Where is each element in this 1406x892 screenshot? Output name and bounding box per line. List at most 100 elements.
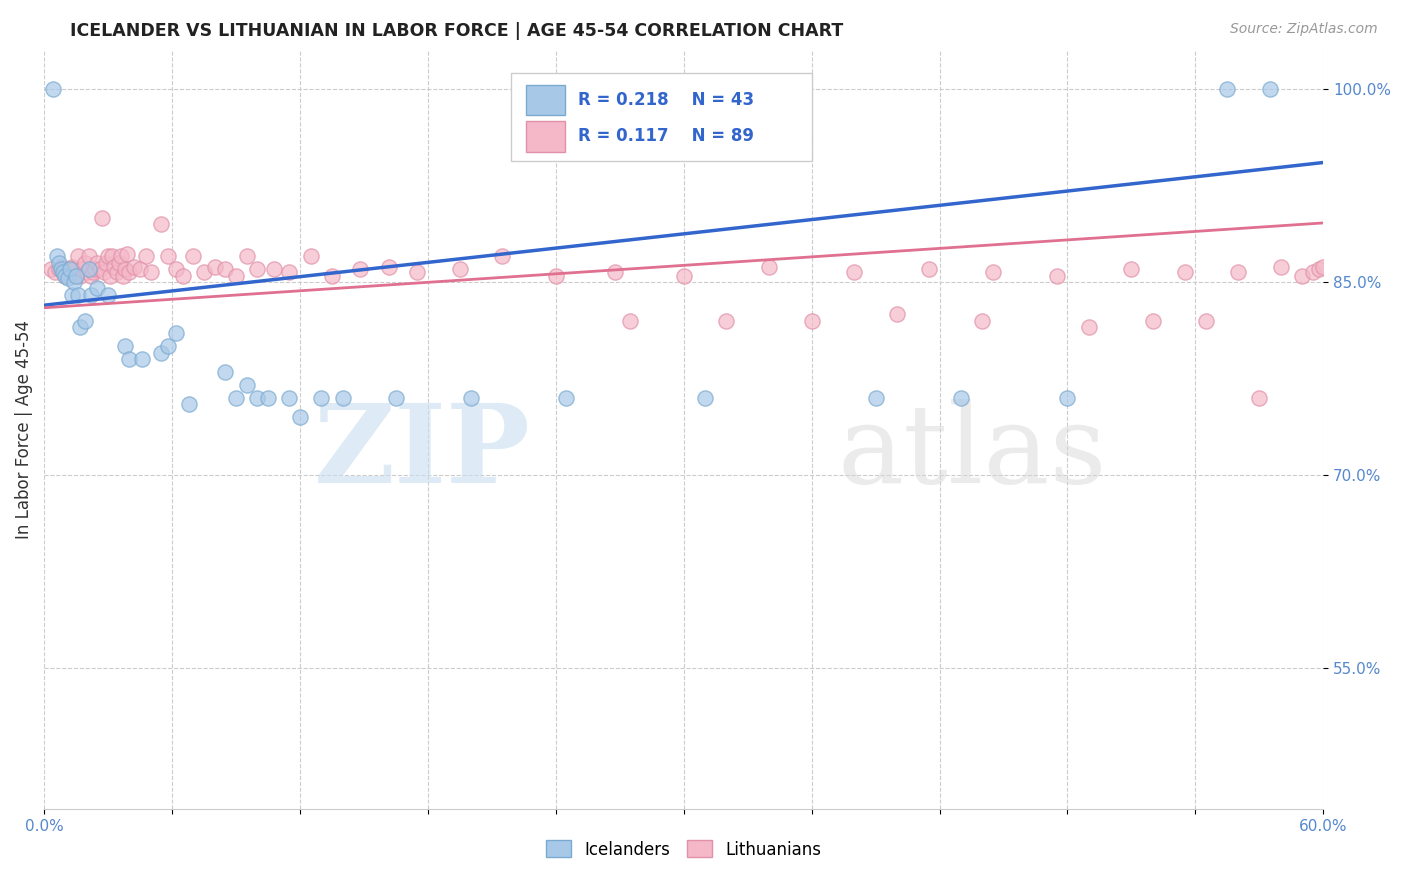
Point	[67, 249, 90, 263]
Point	[886, 307, 908, 321]
Point	[555, 391, 578, 405]
Point	[45, 249, 67, 263]
Point	[90, 211, 112, 225]
Point	[193, 265, 215, 279]
Point	[101, 249, 124, 263]
Point	[94, 256, 117, 270]
Point	[278, 391, 301, 405]
FancyBboxPatch shape	[510, 73, 811, 161]
Point	[172, 268, 194, 283]
Point	[72, 262, 94, 277]
Text: Source: ZipAtlas.com: Source: ZipAtlas.com	[1230, 22, 1378, 37]
Point	[460, 391, 482, 405]
Point	[56, 271, 79, 285]
Point	[107, 256, 129, 270]
Point	[204, 260, 226, 274]
Point	[1227, 265, 1250, 279]
Point	[1270, 260, 1292, 274]
Point	[52, 265, 75, 279]
Text: R = 0.218    N = 43: R = 0.218 N = 43	[578, 91, 754, 109]
Point	[156, 249, 179, 263]
Point	[321, 268, 343, 283]
Point	[491, 249, 513, 263]
Point	[1077, 320, 1099, 334]
Point	[865, 391, 887, 405]
Point	[1249, 391, 1271, 405]
Y-axis label: In Labor Force | Age 45-54: In Labor Force | Age 45-54	[15, 320, 32, 540]
Point	[288, 410, 311, 425]
Point	[1195, 313, 1218, 327]
Point	[60, 260, 83, 274]
Point	[1121, 262, 1143, 277]
Point	[59, 262, 82, 277]
Point	[449, 262, 471, 277]
Point	[299, 249, 322, 263]
Point	[406, 265, 429, 279]
Point	[693, 391, 716, 405]
Point	[89, 262, 111, 277]
Point	[150, 217, 173, 231]
Point	[129, 262, 152, 277]
Point	[131, 352, 153, 367]
Point	[77, 249, 100, 263]
Point	[44, 265, 66, 279]
Point	[80, 268, 103, 283]
Point	[105, 265, 128, 279]
Point	[110, 249, 132, 263]
Point	[165, 262, 187, 277]
Point	[69, 268, 91, 283]
Point	[214, 365, 236, 379]
Point	[82, 265, 104, 279]
Point	[114, 262, 136, 277]
Point	[800, 313, 823, 327]
Point	[605, 265, 627, 279]
Point	[73, 256, 96, 270]
Point	[73, 313, 96, 327]
Bar	[526, 85, 565, 115]
Point	[918, 262, 941, 277]
Point	[235, 249, 257, 263]
Text: atlas: atlas	[837, 399, 1107, 506]
Point	[758, 260, 780, 274]
Legend: Icelanders, Lithuanians: Icelanders, Lithuanians	[540, 834, 828, 865]
Point	[122, 260, 145, 274]
Point	[60, 288, 83, 302]
Point	[1142, 313, 1164, 327]
Point	[672, 268, 695, 283]
Point	[246, 262, 269, 277]
Point	[235, 378, 257, 392]
Point	[981, 265, 1004, 279]
Text: R = 0.117    N = 89: R = 0.117 N = 89	[578, 128, 754, 145]
Point	[39, 262, 62, 277]
Point	[309, 391, 332, 405]
Point	[67, 288, 90, 302]
Point	[1216, 82, 1239, 96]
Point	[716, 313, 738, 327]
Point	[55, 268, 77, 283]
Point	[139, 265, 162, 279]
Point	[59, 265, 82, 279]
Point	[214, 262, 236, 277]
Point	[544, 268, 567, 283]
Point	[93, 265, 115, 279]
Point	[41, 82, 63, 96]
Point	[56, 262, 79, 277]
Point	[118, 352, 141, 367]
Point	[97, 288, 120, 302]
Point	[77, 262, 100, 277]
Point	[98, 268, 121, 283]
Point	[972, 313, 994, 327]
Point	[117, 247, 139, 261]
Point	[76, 265, 98, 279]
Point	[55, 268, 77, 283]
Point	[111, 268, 134, 283]
Point	[1056, 391, 1078, 405]
Point	[51, 260, 73, 274]
Point	[80, 288, 103, 302]
Point	[949, 391, 972, 405]
Point	[65, 268, 87, 283]
Point	[103, 260, 125, 274]
Point	[844, 265, 866, 279]
Point	[278, 265, 301, 279]
Point	[52, 265, 75, 279]
